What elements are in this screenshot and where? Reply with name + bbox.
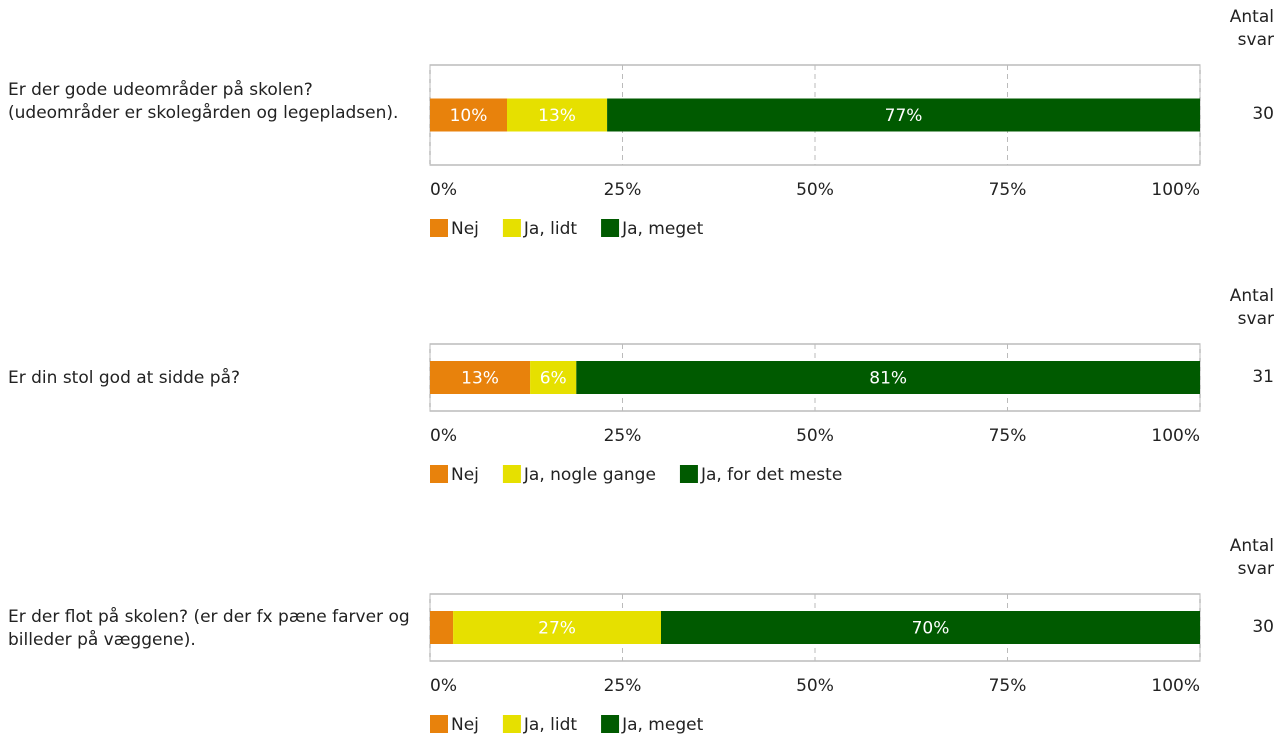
question: Er der gode udeområder på skolen? (udeom… bbox=[8, 80, 399, 123]
legend-swatch bbox=[601, 715, 620, 733]
x-tick-label: 0% bbox=[430, 180, 457, 200]
x-tick-label: 0% bbox=[430, 676, 457, 696]
question: Er din stol god at sidde på? bbox=[8, 368, 241, 388]
legend-swatch bbox=[430, 465, 448, 483]
x-tick-label: 50% bbox=[796, 180, 834, 200]
bar-segment bbox=[661, 611, 1200, 644]
legend-label: Ja, lidt bbox=[523, 715, 577, 735]
x-tick-label: 50% bbox=[796, 676, 834, 696]
bar-segment bbox=[607, 98, 1200, 132]
x-tick-label: 50% bbox=[796, 426, 834, 446]
question: Er der flot på skolen? (er der fx pæne f… bbox=[8, 607, 410, 650]
x-tick-label: 100% bbox=[1151, 426, 1200, 446]
legend-label: Ja, for det meste bbox=[700, 465, 842, 485]
x-tick-label: 25% bbox=[604, 426, 642, 446]
legend-label: Nej bbox=[451, 465, 479, 485]
x-tick-label: 100% bbox=[1151, 180, 1200, 200]
x-tick-label: 75% bbox=[989, 676, 1027, 696]
value-label: 77% bbox=[885, 106, 923, 126]
x-tick-label: 0% bbox=[430, 426, 457, 446]
value-label: 13% bbox=[538, 106, 576, 126]
legend-label: Ja, nogle gange bbox=[523, 465, 656, 485]
bar-segment bbox=[507, 98, 608, 132]
value-label: 27% bbox=[538, 619, 576, 639]
legend-label: Ja, lidt bbox=[523, 219, 577, 239]
bar-segment bbox=[430, 98, 507, 132]
value-label: 13% bbox=[461, 369, 499, 389]
count: 31 bbox=[1252, 366, 1274, 387]
x-tick-label: 75% bbox=[989, 426, 1027, 446]
legend-swatch bbox=[430, 715, 448, 733]
bar-segment bbox=[430, 611, 454, 644]
count-label: Antal svar bbox=[1229, 7, 1274, 50]
legend-swatch bbox=[601, 219, 620, 237]
x-tick-label: 75% bbox=[989, 180, 1027, 200]
legend-swatch bbox=[502, 715, 521, 733]
x-tick-label: 25% bbox=[604, 180, 642, 200]
bar-segment bbox=[576, 361, 1200, 394]
value-label: 81% bbox=[869, 369, 907, 389]
bar-segment bbox=[430, 361, 531, 394]
count-label: Antal svar bbox=[1229, 286, 1274, 329]
x-tick-label: 100% bbox=[1151, 676, 1200, 696]
count-label: Antal svar bbox=[1229, 536, 1274, 579]
count: 30 bbox=[1252, 104, 1274, 124]
legend-label: Ja, meget bbox=[621, 715, 704, 735]
legend-swatch bbox=[502, 465, 521, 483]
legend-label: Ja, meget bbox=[621, 219, 704, 239]
legend-swatch bbox=[679, 465, 698, 483]
legend-swatch bbox=[502, 219, 521, 237]
value-label: 6% bbox=[540, 369, 567, 389]
x-tick-label: 25% bbox=[604, 676, 642, 696]
bar-segment bbox=[530, 361, 577, 394]
legend-label: Nej bbox=[451, 715, 479, 735]
count: 30 bbox=[1252, 616, 1274, 637]
bar-segment bbox=[453, 611, 661, 644]
legend-swatch bbox=[430, 219, 448, 237]
value-label: 70% bbox=[912, 619, 950, 639]
value-label: 10% bbox=[450, 106, 488, 126]
legend-label: Nej bbox=[451, 219, 479, 239]
